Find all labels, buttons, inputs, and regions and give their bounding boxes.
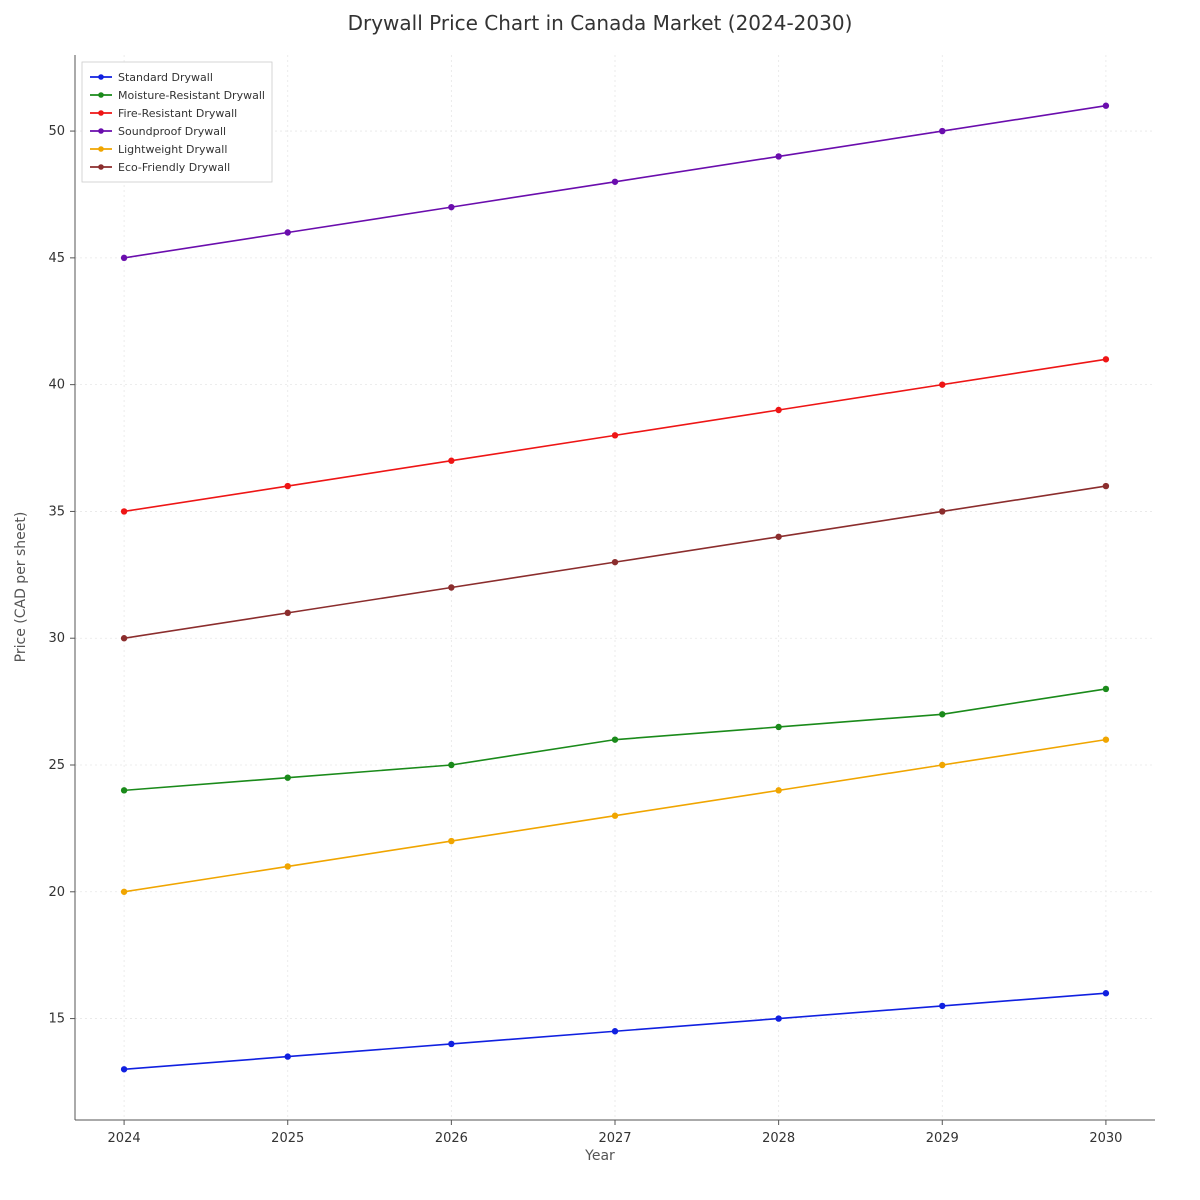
legend: Standard Drywall Moisture-Resistant Drywa… bbox=[82, 62, 272, 182]
series-marker bbox=[612, 736, 618, 742]
series-marker bbox=[285, 229, 291, 235]
series-marker bbox=[1103, 356, 1109, 362]
legend-marker bbox=[98, 128, 104, 134]
y-tick-label: 20 bbox=[48, 885, 65, 900]
series-marker bbox=[448, 1041, 454, 1047]
series-marker bbox=[285, 774, 291, 780]
x-tick-label: 2026 bbox=[435, 1131, 468, 1146]
series-marker bbox=[121, 1066, 127, 1072]
series-marker bbox=[775, 787, 781, 793]
legend-marker bbox=[98, 92, 104, 98]
series-marker bbox=[939, 508, 945, 514]
series-marker bbox=[775, 1015, 781, 1021]
legend-marker bbox=[98, 110, 104, 116]
y-tick-label: 35 bbox=[48, 504, 65, 519]
series-marker bbox=[1103, 990, 1109, 996]
series-marker bbox=[285, 483, 291, 489]
series-marker bbox=[448, 584, 454, 590]
x-tick-label: 2030 bbox=[1089, 1131, 1122, 1146]
series-marker bbox=[285, 610, 291, 616]
series-marker bbox=[775, 407, 781, 413]
series-marker bbox=[939, 762, 945, 768]
y-ticks: 15 20 25 30 35 40 45 50 bbox=[48, 124, 75, 1027]
series-marker bbox=[1103, 686, 1109, 692]
series-marker bbox=[285, 1053, 291, 1059]
x-tick-label: 2027 bbox=[598, 1131, 631, 1146]
price-line-chart: Drywall Price Chart in Canada Market (20… bbox=[0, 0, 1200, 1200]
y-tick-label: 25 bbox=[48, 758, 65, 773]
series-marker bbox=[612, 432, 618, 438]
x-axis-label: Year bbox=[584, 1148, 615, 1164]
legend-label: Lightweight Drywall bbox=[118, 143, 227, 156]
series-marker bbox=[1103, 483, 1109, 489]
grid bbox=[75, 55, 1155, 1120]
legend-label: Fire-Resistant Drywall bbox=[118, 107, 237, 120]
legend-label: Moisture-Resistant Drywall bbox=[118, 89, 265, 102]
series-marker bbox=[775, 724, 781, 730]
series-marker bbox=[121, 255, 127, 261]
y-tick-label: 50 bbox=[48, 124, 65, 139]
y-axis-label: Price (CAD per sheet) bbox=[13, 512, 29, 663]
legend-label: Standard Drywall bbox=[118, 71, 213, 84]
series-marker bbox=[775, 153, 781, 159]
series-marker bbox=[121, 508, 127, 514]
series-marker bbox=[448, 762, 454, 768]
series-marker bbox=[939, 128, 945, 134]
series-marker bbox=[612, 179, 618, 185]
legend-marker bbox=[98, 164, 104, 170]
x-tick-label: 2028 bbox=[762, 1131, 795, 1146]
y-tick-label: 15 bbox=[48, 1012, 65, 1027]
series-marker bbox=[775, 534, 781, 540]
series-marker bbox=[939, 381, 945, 387]
series-marker bbox=[612, 1028, 618, 1034]
x-tick-label: 2024 bbox=[108, 1131, 141, 1146]
chart-container: Drywall Price Chart in Canada Market (20… bbox=[0, 0, 1200, 1200]
series-marker bbox=[939, 1003, 945, 1009]
series-marker bbox=[448, 838, 454, 844]
series-marker bbox=[448, 204, 454, 210]
y-tick-label: 40 bbox=[48, 378, 65, 393]
y-tick-label: 30 bbox=[48, 631, 65, 646]
series-marker bbox=[612, 559, 618, 565]
x-tick-label: 2025 bbox=[271, 1131, 304, 1146]
x-ticks: 2024 2025 2026 2027 2028 2029 2030 bbox=[108, 1120, 1123, 1146]
series-marker bbox=[939, 711, 945, 717]
legend-label: Eco-Friendly Drywall bbox=[118, 161, 230, 174]
series-marker bbox=[448, 458, 454, 464]
series-marker bbox=[121, 889, 127, 895]
series-marker bbox=[1103, 103, 1109, 109]
series-marker bbox=[612, 813, 618, 819]
legend-label: Soundproof Drywall bbox=[118, 125, 226, 138]
x-tick-label: 2029 bbox=[926, 1131, 959, 1146]
y-tick-label: 45 bbox=[48, 251, 65, 266]
series-marker bbox=[285, 863, 291, 869]
chart-title: Drywall Price Chart in Canada Market (20… bbox=[348, 11, 853, 35]
series-marker bbox=[121, 787, 127, 793]
legend-marker bbox=[98, 74, 104, 80]
series-marker bbox=[1103, 736, 1109, 742]
series-marker bbox=[121, 635, 127, 641]
legend-marker bbox=[98, 146, 104, 152]
